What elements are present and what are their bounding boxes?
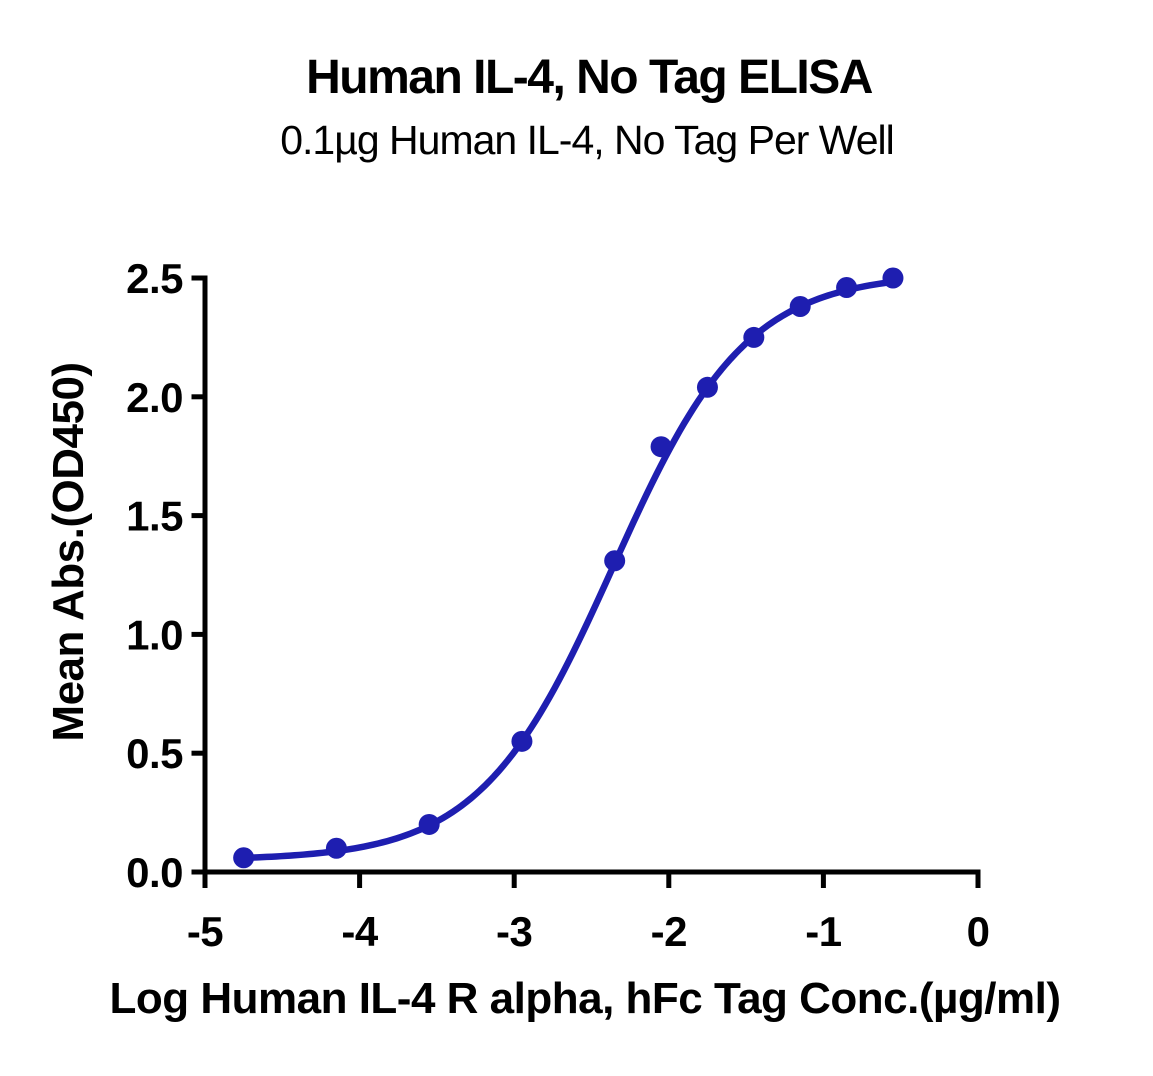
data-point — [650, 436, 672, 458]
x-tick-label: -3 — [496, 908, 532, 955]
y-tick-label: 2.0 — [126, 374, 183, 421]
x-tick-label: 0 — [967, 908, 990, 955]
x-axis-title: Log Human IL-4 R alpha, hFc Tag Conc.(µg… — [110, 974, 1061, 1023]
data-point — [882, 267, 904, 289]
data-point — [836, 277, 858, 298]
y-tick-label: 0.5 — [126, 730, 183, 777]
data-point — [511, 730, 533, 752]
data-point — [743, 326, 765, 348]
x-axis-ticks — [202, 874, 981, 888]
data-point — [325, 837, 347, 859]
data-point — [604, 550, 626, 572]
data-point — [696, 376, 718, 398]
x-tick-label: -2 — [651, 908, 687, 955]
y-axis-ticks — [191, 275, 205, 875]
chart-title: Human IL-4, No Tag ELISA — [306, 51, 873, 104]
data-point — [789, 296, 811, 318]
data-points — [233, 267, 904, 869]
y-axis-tick-labels: 0.0 0.5 1.0 1.5 2.0 2.5 — [126, 255, 184, 896]
y-tick-label: 2.5 — [126, 255, 183, 302]
y-axis-title: Mean Abs.(OD450) — [44, 362, 93, 741]
y-tick-label: 1.5 — [126, 493, 183, 540]
data-point — [233, 847, 255, 869]
y-tick-label: 0.0 — [126, 849, 183, 896]
axes — [202, 275, 981, 875]
x-tick-label: -1 — [805, 908, 841, 955]
fit-curve — [240, 278, 897, 862]
y-tick-label: 1.0 — [126, 611, 183, 658]
x-tick-label: -4 — [341, 908, 378, 955]
chart-subtitle: 0.1µg Human IL-4, No Tag Per Well — [280, 117, 894, 163]
x-axis-tick-labels: -5 -4 -3 -2 -1 0 — [187, 908, 990, 955]
data-point — [418, 813, 440, 835]
x-tick-label: -5 — [187, 908, 223, 955]
